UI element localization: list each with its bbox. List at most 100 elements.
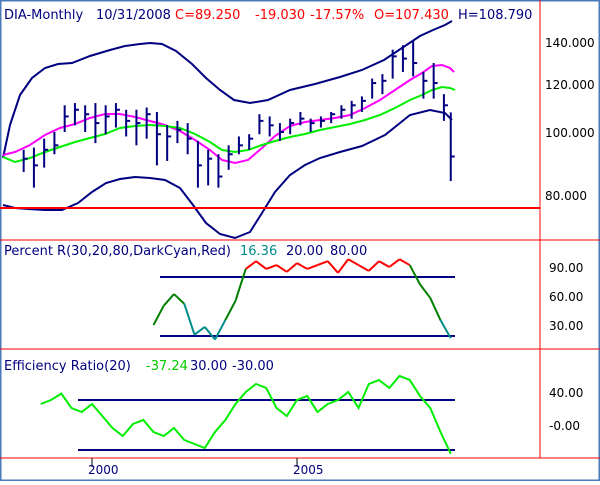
header-open: O=107.430 [374, 8, 449, 23]
price-tick-80: 80.000 [545, 189, 587, 203]
bollinger-lower-band [2, 108, 453, 240]
percent-r-segment [388, 258, 401, 268]
percent-r-segment [265, 264, 277, 270]
price-bar [176, 120, 182, 144]
efficiency-level-low: -30.00 [232, 359, 274, 374]
percent-r-segment [183, 303, 196, 335]
percent-r-segment [173, 293, 185, 305]
price-bar [319, 116, 325, 128]
percent-r-segment [439, 319, 452, 339]
price-bar [258, 114, 264, 135]
percent-r-tick-60: 60.00 [549, 290, 583, 304]
efficiency-ratio-line [40, 374, 452, 455]
price-bar [299, 111, 305, 126]
percent-r-segment [408, 264, 421, 285]
price-bar [432, 63, 438, 99]
efficiency-tick-40: 40.00 [549, 386, 583, 400]
price-bar [248, 134, 254, 150]
price-bar [449, 112, 455, 181]
price-bar [217, 154, 223, 188]
percent-r-segment [286, 262, 298, 273]
percent-r-segment [193, 326, 206, 336]
price-bar [84, 105, 90, 132]
efficiency-tick-0: -0.00 [549, 419, 580, 433]
header-date: 10/31/2008 [96, 8, 171, 23]
header-change-pct: -17.57% [310, 8, 364, 23]
price-bar [412, 40, 418, 77]
price-bar [73, 103, 79, 126]
percent-r-segment [224, 300, 237, 321]
price-bar [381, 74, 387, 95]
percent-r-segment [317, 260, 329, 267]
price-bar [330, 111, 336, 124]
price-bar [135, 109, 141, 146]
moving-average-magenta [2, 63, 455, 165]
moving-average-green [2, 85, 456, 164]
percent-r-segment [234, 268, 247, 302]
percent-r-segment [245, 260, 257, 270]
price-bar [32, 147, 38, 188]
header-symbol: DIA-Monthly [4, 8, 84, 23]
header-close: C=89.250 [175, 8, 240, 23]
percent-r-segment [358, 264, 370, 272]
percent-r-level-high: 80.00 [330, 244, 367, 259]
price-bar [43, 138, 49, 168]
price-bar [268, 116, 274, 137]
percent-r-segment [255, 260, 267, 270]
price-bar [94, 103, 100, 144]
price-bar [145, 107, 151, 139]
price-tick-120: 120.000 [545, 78, 595, 92]
efficiency-series [40, 374, 452, 455]
percent-r-segment [152, 305, 165, 326]
x-axis-label-2005: 2005 [293, 463, 324, 477]
price-bar [186, 123, 192, 155]
percent-r-segment [275, 264, 288, 273]
percent-r-segment [214, 319, 227, 340]
price-tick-140: 140.000 [545, 36, 595, 50]
percent-r-segment [203, 326, 216, 341]
price-bar [289, 118, 295, 135]
percent-r-segment [429, 297, 442, 321]
price-bars [22, 40, 455, 188]
price-bar [125, 109, 131, 137]
percent-r-value: 16.36 [240, 244, 277, 259]
efficiency-value: -37.24 [146, 359, 188, 374]
price-bar [391, 49, 397, 79]
price-bar [422, 71, 428, 99]
percent-r-segment [337, 258, 350, 274]
percent-r-level-low: 20.00 [286, 244, 323, 259]
percent-r-segment [306, 264, 318, 270]
header-change: -19.030 [255, 8, 305, 23]
bollinger-upper-band [2, 20, 453, 159]
price-bar [104, 105, 110, 135]
percent-r-segment [163, 293, 175, 307]
price-bar [207, 149, 213, 186]
price-bar [237, 136, 243, 155]
price-bar [442, 94, 448, 121]
percent-r-title: Percent R(30,20,80,DarkCyan,Red) [4, 244, 231, 259]
price-tick-100: 100.000 [545, 126, 595, 140]
price-bar [360, 96, 366, 112]
efficiency-level-high: 30.00 [190, 359, 227, 374]
percent-r-tick-30: 30.00 [549, 319, 583, 333]
percent-r-series [152, 258, 452, 341]
price-bar [22, 149, 28, 173]
x-axis-label-2000: 2000 [88, 463, 119, 477]
header-high: H=108.790 [458, 8, 532, 23]
percent-r-segment [419, 283, 432, 299]
percent-r-tick-90: 90.00 [549, 261, 583, 275]
price-bar [309, 118, 315, 132]
price-bar [350, 100, 356, 119]
price-bar [278, 123, 284, 141]
price-bar [166, 125, 172, 161]
percent-r-segment [327, 260, 339, 274]
price-bar [114, 103, 120, 128]
price-bar [227, 145, 233, 170]
price-bar [401, 45, 407, 72]
percent-r-segment [378, 260, 390, 268]
percent-r-segment [296, 262, 308, 270]
price-bar [371, 78, 377, 99]
efficiency-title: Efficiency Ratio(20) [4, 359, 131, 374]
